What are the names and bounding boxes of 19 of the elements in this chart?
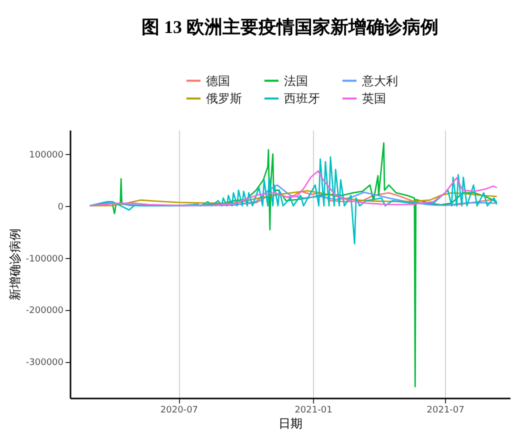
legend-label: 西班牙 (284, 92, 320, 106)
x-tick-label: 2021-07 (426, 406, 464, 416)
chart-title: 图 13 欧洲主要疫情国家新增确诊病例 (142, 17, 438, 37)
legend-label: 英国 (362, 92, 386, 106)
y-tick-label: -100000 (26, 254, 64, 264)
y-tick-label: -300000 (26, 358, 64, 368)
line-series (89, 156, 498, 244)
y-tick-label: 100000 (29, 150, 64, 160)
legend-label: 意大利 (361, 74, 398, 88)
y-axis-title: 新增确诊病例 (8, 228, 22, 300)
x-tick-label: 2020-07 (160, 406, 198, 416)
y-tick-label: -200000 (26, 306, 64, 316)
line-series (89, 170, 498, 207)
legend-label: 法国 (284, 74, 308, 88)
legend-label: 俄罗斯 (206, 92, 242, 106)
x-axis-title: 日期 (278, 416, 302, 430)
legend-label: 德国 (206, 74, 230, 88)
y-tick-label: 0 (58, 202, 64, 212)
x-tick-label: 2021-01 (294, 406, 332, 416)
